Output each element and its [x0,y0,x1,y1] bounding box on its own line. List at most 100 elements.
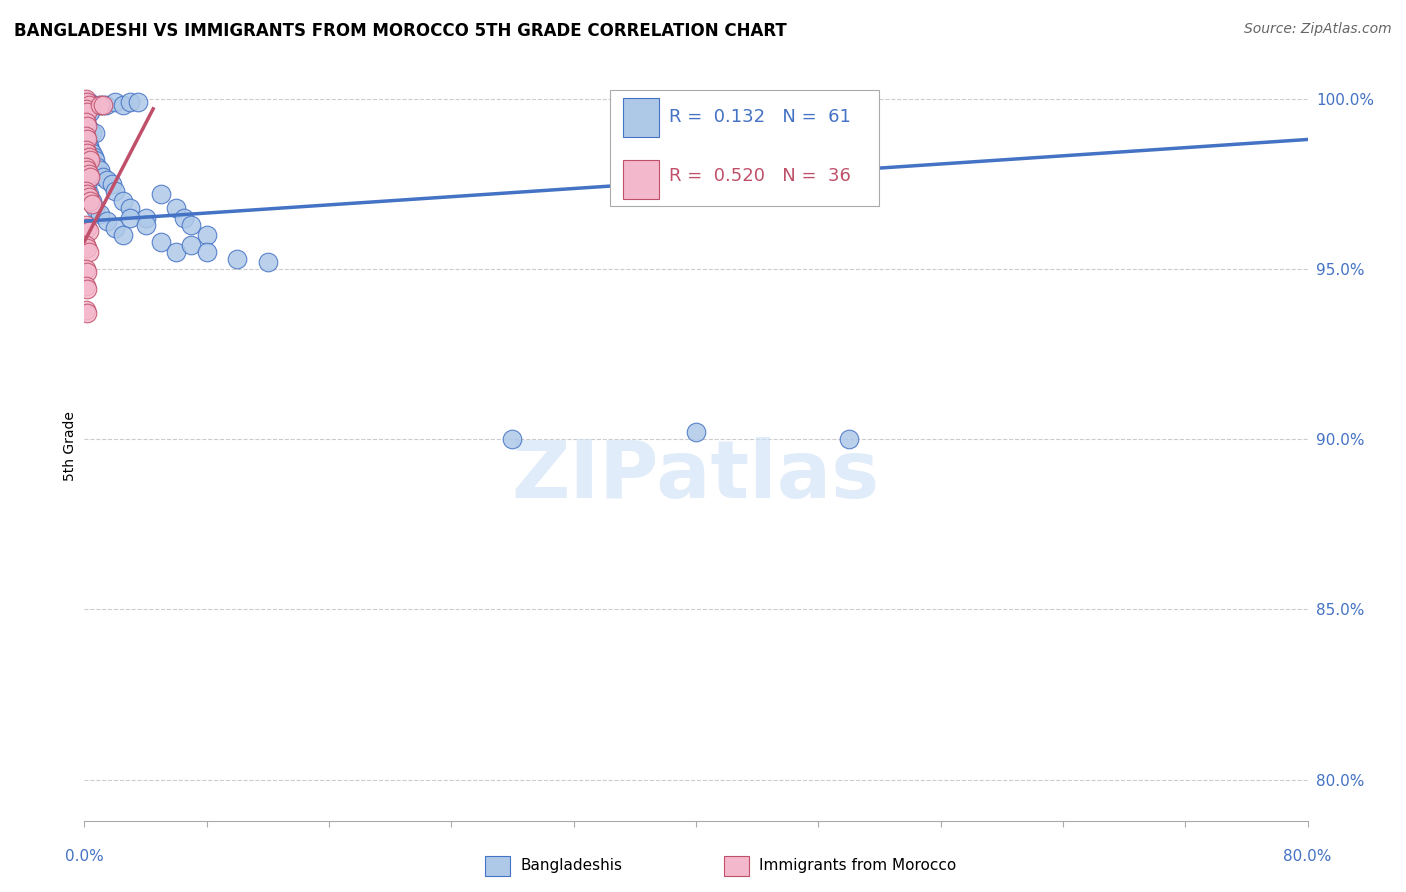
Point [76,242,98,256]
Point [111,194,134,208]
Point [86,160,108,174]
Point [75,102,97,116]
Point [104,221,127,235]
Point [135,211,157,225]
Point [76,119,98,133]
Point [76,132,98,146]
Point [75,177,97,191]
Point [111,227,134,242]
Point [135,218,157,232]
Text: R =  0.520   N =  36: R = 0.520 N = 36 [669,168,851,186]
Point [75,184,97,198]
Point [173,211,195,225]
Point [75,279,97,293]
Point [75,115,97,129]
Point [80,194,103,208]
Point [195,244,218,259]
Point [80,197,103,211]
Point [75,95,97,109]
Point [77,186,100,201]
FancyBboxPatch shape [623,97,659,136]
Point [76,221,98,235]
Point [75,132,97,146]
FancyBboxPatch shape [623,160,659,199]
Text: R =  0.132   N =  61: R = 0.132 N = 61 [669,108,851,126]
FancyBboxPatch shape [610,90,880,206]
Point [96,214,118,228]
Text: BANGLADESHI VS IMMIGRANTS FROM MOROCCO 5TH GRADE CORRELATION CHART: BANGLADESHI VS IMMIGRANTS FROM MOROCCO 5… [14,22,787,40]
Text: Source: ZipAtlas.com: Source: ZipAtlas.com [1244,22,1392,37]
Point [502,432,524,446]
Point [83,149,105,163]
Text: Immigrants from Morocco: Immigrants from Morocco [759,858,956,872]
Point [111,98,134,112]
Point [77,190,100,204]
Point [75,160,97,174]
Point [84,201,107,215]
Point [84,153,107,167]
Point [120,95,142,109]
Point [79,105,101,120]
Point [149,186,172,201]
Point [75,92,97,106]
Point [77,224,100,238]
Point [79,169,101,184]
Point [76,105,98,120]
Point [76,119,98,133]
Point [91,98,114,112]
Point [77,105,100,120]
Point [75,143,97,157]
Text: ZIPatlas: ZIPatlas [512,437,880,515]
Point [180,238,202,252]
Point [75,238,97,252]
Point [76,95,98,109]
Text: 80.0%: 80.0% [1284,849,1331,864]
Point [84,126,107,140]
Point [120,201,142,215]
Point [165,201,187,215]
Point [838,432,860,446]
Point [77,167,100,181]
Point [79,194,101,208]
Point [76,186,98,201]
Point [180,218,202,232]
Point [76,102,98,116]
Point [77,139,100,153]
Y-axis label: 5th Grade: 5th Grade [63,411,77,481]
Point [94,98,117,112]
Point [77,122,100,136]
Point [76,146,98,161]
Point [685,425,707,440]
Point [91,98,114,112]
Point [89,163,111,178]
Point [76,95,98,109]
Point [226,252,249,266]
Text: Bangladeshis: Bangladeshis [520,858,623,872]
Point [79,98,101,112]
Point [76,136,98,150]
Point [77,98,100,112]
Point [89,98,111,112]
Point [195,227,218,242]
Point [77,244,100,259]
Point [96,173,118,187]
Point [79,143,101,157]
Point [79,153,101,167]
Point [76,265,98,279]
Point [76,306,98,320]
Point [75,302,97,317]
Point [80,98,103,112]
Point [76,282,98,296]
Point [104,184,127,198]
Point [91,169,114,184]
Point [80,126,103,140]
Point [75,218,97,232]
Point [104,95,127,109]
Point [76,163,98,178]
Text: 0.0%: 0.0% [65,849,104,864]
Point [77,149,100,163]
Point [257,255,280,269]
Point [89,207,111,221]
Point [120,211,142,225]
Point [75,115,97,129]
